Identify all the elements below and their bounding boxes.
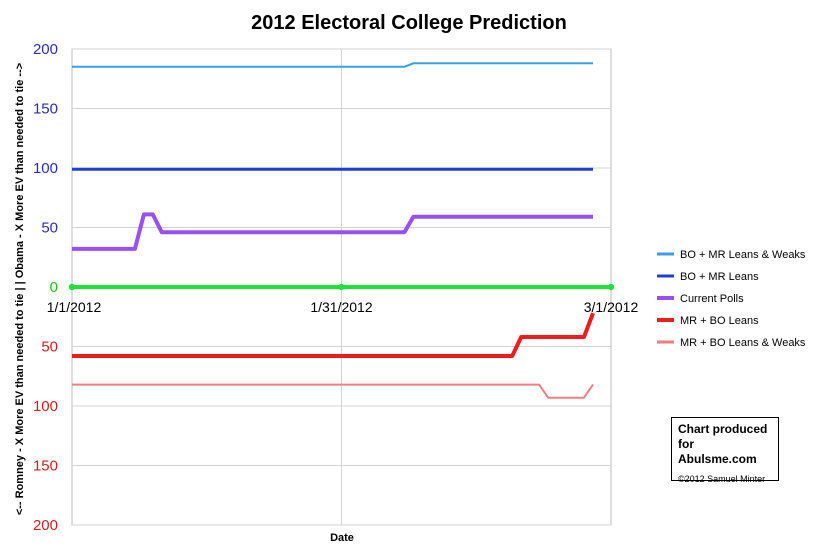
chart-credit-box: Chart produced for Abulsme.com ©2012 Sam… (671, 417, 779, 484)
x-axis-label: Date (330, 532, 354, 544)
series-line-3 (72, 212, 593, 251)
legend-label-3: Current Polls (680, 293, 744, 305)
zero-line-tick (338, 283, 345, 291)
credit-line-3: ©2012 Samuel Minter (678, 474, 766, 484)
y-tick-label: 0 (50, 279, 58, 296)
series-layer (68, 62, 615, 399)
series-line-4 (72, 312, 595, 358)
legend-label-4: MR + BO Leans (680, 315, 759, 327)
y-tick-label: 150 (33, 101, 58, 118)
series-line-1 (72, 62, 593, 68)
zero-line-tick (607, 283, 615, 291)
credit-line-2: for Abulsme.com (678, 437, 757, 466)
y-tick-label: 150 (33, 458, 58, 475)
tick-layer: 200 150 100 50 0 50 100 150 200 1/1/2012 1/31/2012… (33, 41, 638, 534)
y-axis-label: <-- Romney - X More EV than needed to ti… (14, 63, 26, 515)
y-tick-label: 50 (41, 220, 58, 237)
y-tick-label: 100 (33, 160, 58, 177)
legend: BO + MR Leans & Weaks BO + MR Leans Curren… (657, 249, 806, 349)
x-tick-label: 1/31/2012 (310, 299, 372, 315)
legend-label-5: MR + BO Leans & Weaks (680, 337, 806, 349)
zero-line-tick (68, 283, 76, 291)
legend-label-2: BO + MR Leans (680, 271, 759, 283)
credit-line-1: Chart produced (678, 422, 768, 436)
x-tick-label: 3/1/2012 (584, 299, 639, 315)
y-tick-label: 100 (33, 398, 58, 415)
x-tick-label: 1/1/2012 (47, 299, 102, 315)
legend-label-1: BO + MR Leans & Weaks (680, 249, 806, 261)
y-tick-label: 50 (41, 339, 58, 356)
chart-title: 2012 Electoral College Prediction (251, 12, 567, 34)
y-tick-label: 200 (33, 517, 58, 534)
y-tick-label: 200 (33, 41, 58, 58)
series-line-5 (72, 383, 594, 399)
